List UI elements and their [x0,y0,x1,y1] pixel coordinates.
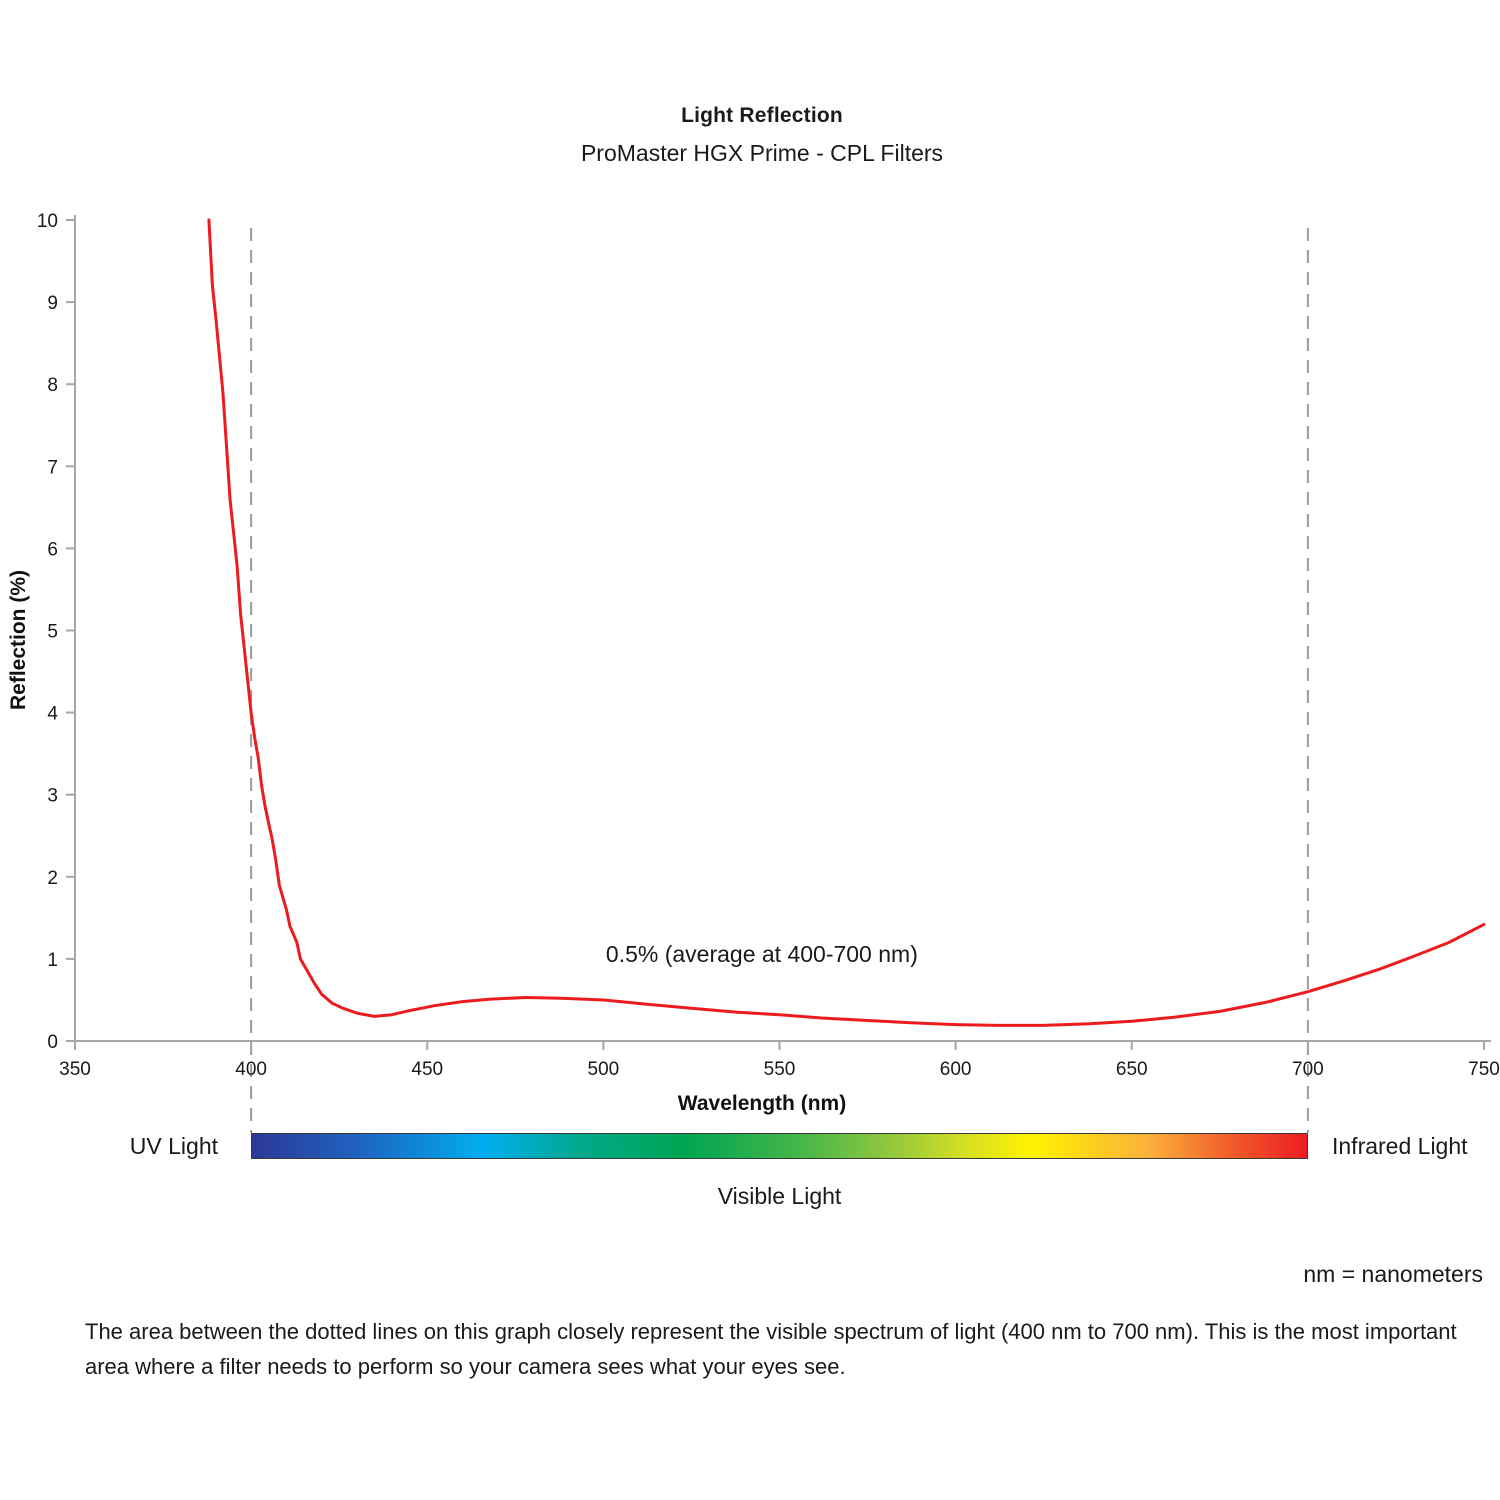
x-tick-label: 500 [588,1059,620,1080]
average-annotation: 0.5% (average at 400-700 nm) [606,941,918,967]
y-tick-label: 9 [47,293,58,314]
spectrum-bar [251,1133,1308,1159]
visible-light-label: Visible Light [717,1183,842,1209]
y-tick-label: 7 [47,457,58,478]
footer-note: The area between the dotted lines on thi… [85,1319,1457,1379]
reflection-chart: 0 1 2 3 4 5 6 7 8 9 10 350 400 450 500 550 600 650 700 750 R… [7,211,1500,1133]
y-tick-label: 10 [37,211,58,232]
x-tick-label: 400 [235,1059,267,1080]
x-tick-label: 550 [764,1059,796,1080]
y-tick-label: 3 [47,786,58,807]
infrared-light-label: Infrared Light [1332,1133,1468,1159]
y-tick-label: 4 [47,704,58,725]
y-tick-label: 5 [47,622,58,643]
y-tick-label: 0 [47,1032,58,1053]
y-tick-label: 2 [47,868,58,889]
x-tick-label: 700 [1292,1059,1324,1080]
uv-light-label: UV Light [129,1133,218,1159]
reflection-curve [207,218,1486,1027]
y-tick-label: 8 [47,375,58,396]
x-tick-label: 750 [1468,1059,1500,1080]
y-tick-label: 6 [47,539,58,560]
x-tick-label: 650 [1116,1059,1148,1080]
nm-note: nm = nanometers [1303,1261,1483,1287]
x-tick-label: 350 [59,1059,91,1080]
x-axis-title: Wavelength (nm) [678,1092,846,1115]
y-axis-title: Reflection (%) [7,570,30,710]
x-tick-label: 450 [411,1059,443,1080]
x-tick-label: 600 [940,1059,972,1080]
y-tick-label: 1 [47,950,58,971]
chart-subtitle: ProMaster HGX Prime - CPL Filters [580,140,944,166]
chart-title: Light Reflection [681,104,843,127]
